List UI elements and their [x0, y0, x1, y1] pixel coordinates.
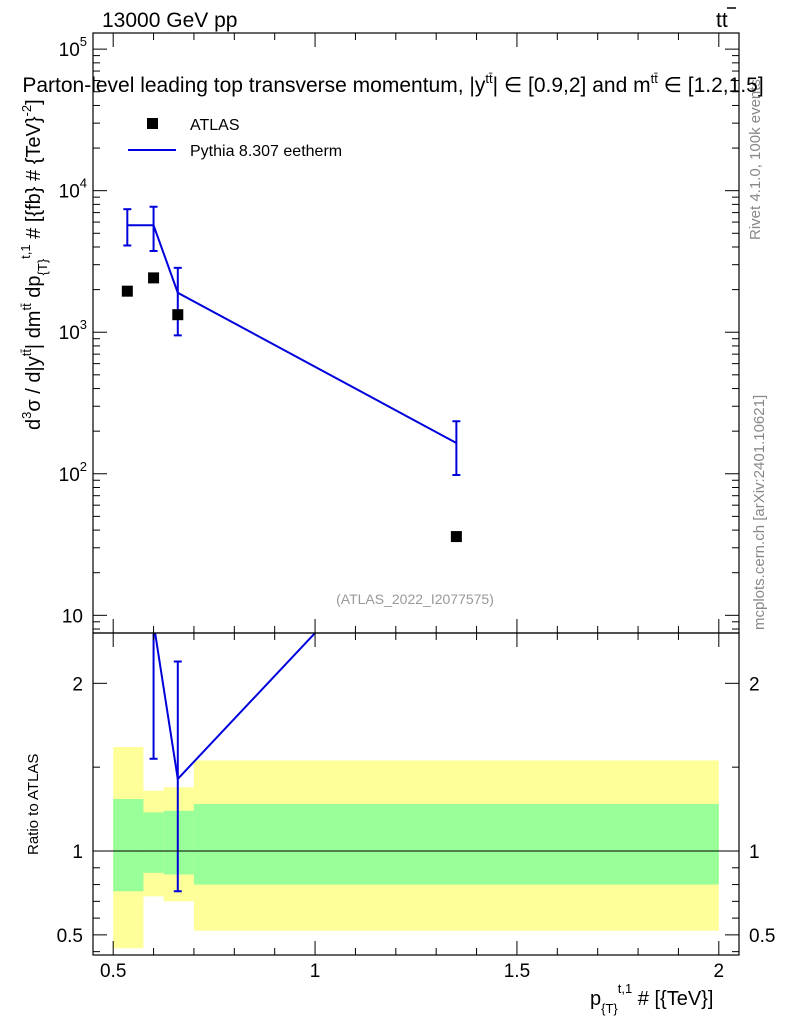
ratio-y-tick-label: 0.5: [57, 926, 83, 947]
main-y-tick-label: 103: [59, 317, 87, 344]
ratio-y-axis-label: Ratio to ATLAS: [25, 754, 42, 855]
legend-atlas-label: ATLAS: [190, 117, 240, 134]
main-y-tick-label: 102: [59, 459, 87, 486]
main-y-tick-label: 10: [62, 606, 83, 627]
x-tick-label: 1: [310, 961, 321, 982]
x-tick-label: 0.5: [100, 961, 126, 982]
atlas-point: [450, 531, 462, 543]
ratio-green-band-0: [113, 799, 144, 892]
ratio-y-tick-label-right: 0.5: [749, 926, 775, 947]
legend-atlas-marker: [147, 118, 158, 129]
header-energy-label: 13000 GeV pp: [102, 9, 237, 32]
main-y-axis-label: d3σ / d|ytt̄| dmtt̄ dp{T}t,1 # [{fb} # {…: [18, 99, 50, 430]
mcplots-label: mcplots.cern.ch [arXiv:2401.10621]: [751, 395, 768, 630]
x-axis-label: p{T}t,1 # [{TeV}]: [590, 981, 713, 1016]
atlas-point: [148, 272, 160, 284]
atlas-point: [121, 285, 133, 297]
x-tick-label: 2: [714, 961, 725, 982]
main-y-tick-label: 105: [59, 34, 87, 61]
axes: 10 102 103 104 105 0.5 1 1.5 2 0.5 0.5 1 1 2 2: [57, 33, 775, 982]
ratio-green-band-3: [193, 804, 719, 885]
ratio-y-tick-label-right: 2: [749, 674, 760, 695]
ratio-pythia-line: [154, 633, 316, 782]
main-y-tick-label: 104: [59, 176, 87, 203]
analysis-watermark: (ATLAS_2022_I2077575): [336, 591, 494, 607]
rivet-version-label: Rivet 4.1.0, 100k events: [747, 79, 764, 240]
chart-title: Parton-level leading top transverse mome…: [22, 71, 763, 97]
ratio-green-band-2: [163, 810, 194, 875]
main-plot-area: [121, 205, 462, 543]
legend-pythia-label: Pythia 8.307 eetherm: [190, 143, 342, 160]
ratio-bands: [113, 747, 719, 949]
ratio-frame: [92, 632, 740, 956]
ratio-y-tick-label-right: 1: [749, 842, 760, 863]
x-tick-label: 1.5: [504, 961, 530, 982]
ratio-y-tick-label: 1: [72, 842, 83, 863]
ratio-plot-area: [149, 633, 316, 893]
pythia-line: [127, 224, 457, 444]
ratio-green-band-1: [143, 812, 164, 873]
ratio-y-tick-label: 2: [72, 674, 83, 695]
header-process-label: tt: [716, 9, 728, 32]
atlas-point: [172, 309, 184, 321]
legend: ATLAS Pythia 8.307 eetherm: [128, 117, 342, 160]
